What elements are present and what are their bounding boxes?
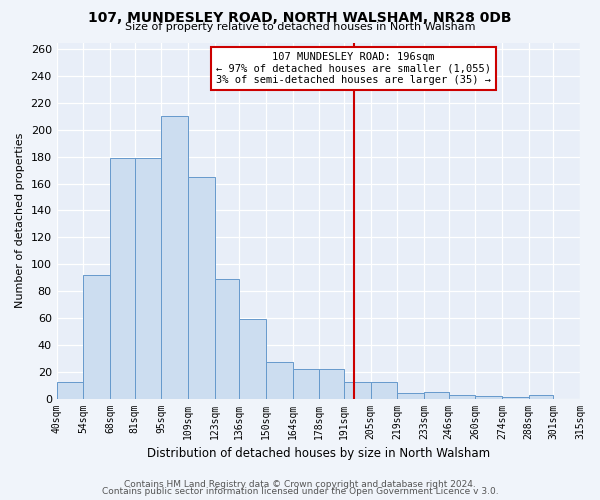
Bar [502, 397, 529, 398]
Bar [371, 382, 397, 398]
Bar [83, 275, 110, 398]
Y-axis label: Number of detached properties: Number of detached properties [15, 133, 25, 308]
Text: Size of property relative to detached houses in North Walsham: Size of property relative to detached ho… [125, 22, 475, 32]
Bar [344, 382, 371, 398]
Bar [293, 369, 319, 398]
Bar [110, 158, 134, 398]
Bar [424, 392, 449, 398]
Bar [56, 382, 83, 398]
Bar [134, 158, 161, 398]
Bar [397, 393, 424, 398]
Bar [319, 369, 344, 398]
Bar [239, 320, 266, 398]
Bar [215, 279, 239, 398]
Bar [188, 177, 215, 398]
Bar [449, 394, 475, 398]
X-axis label: Distribution of detached houses by size in North Walsham: Distribution of detached houses by size … [147, 447, 490, 460]
Bar [529, 394, 553, 398]
Text: 107, MUNDESLEY ROAD, NORTH WALSHAM, NR28 0DB: 107, MUNDESLEY ROAD, NORTH WALSHAM, NR28… [88, 11, 512, 25]
Text: Contains public sector information licensed under the Open Government Licence v : Contains public sector information licen… [101, 487, 499, 496]
Bar [266, 362, 293, 398]
Text: Contains HM Land Registry data © Crown copyright and database right 2024.: Contains HM Land Registry data © Crown c… [124, 480, 476, 489]
Bar [161, 116, 188, 398]
Bar [475, 396, 502, 398]
Text: 107 MUNDESLEY ROAD: 196sqm
← 97% of detached houses are smaller (1,055)
3% of se: 107 MUNDESLEY ROAD: 196sqm ← 97% of deta… [216, 52, 491, 85]
